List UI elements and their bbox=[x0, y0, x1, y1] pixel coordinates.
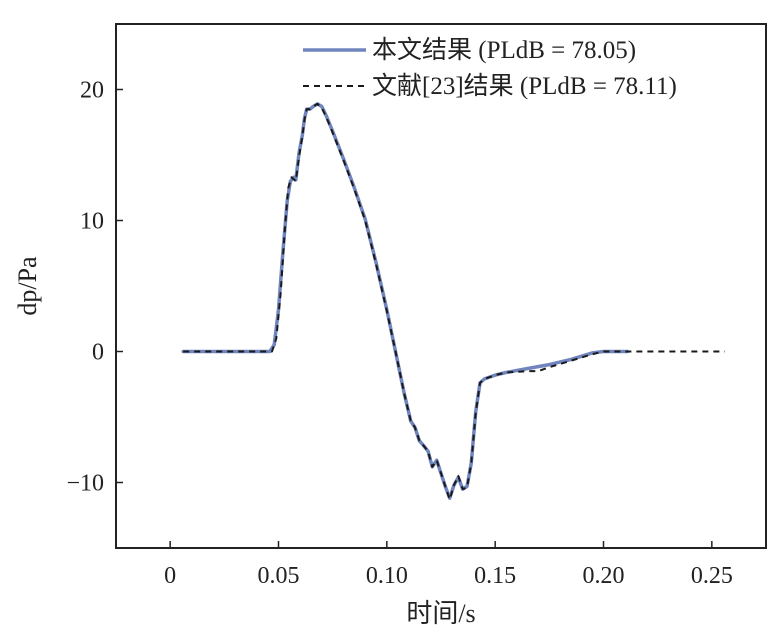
y-tick-label: 10 bbox=[80, 209, 104, 235]
x-tick-label: 0 bbox=[164, 563, 176, 589]
x-tick-label: 0.05 bbox=[258, 563, 300, 589]
x-axis-title: 时间/s bbox=[406, 599, 475, 628]
y-tick-label: 0 bbox=[92, 340, 104, 366]
y-axis-title: dp/Pa bbox=[13, 256, 42, 316]
series-line-2 bbox=[183, 102, 725, 501]
plot-lines bbox=[181, 102, 725, 501]
x-tick-label: 0.15 bbox=[474, 563, 516, 589]
legend-label-series-2: 文献[23]结果 (PLdB = 78.11) bbox=[372, 72, 677, 100]
y-tick-label: −10 bbox=[66, 471, 104, 497]
legend-label-series-1: 本文结果 (PLdB = 78.05) bbox=[372, 36, 636, 64]
legend: 本文结果 (PLdB = 78.05) 文献[23]结果 (PLdB = 78.… bbox=[303, 36, 677, 100]
x-tick-label: 0.25 bbox=[691, 563, 733, 589]
plot-frame bbox=[115, 23, 767, 549]
x-axis: 0 0.05 0.10 0.15 0.20 0.25 bbox=[164, 541, 733, 589]
y-tick-label: 20 bbox=[80, 78, 104, 104]
y-axis: −10 0 10 20 bbox=[66, 78, 123, 497]
series-line-1 bbox=[181, 102, 630, 500]
x-tick-label: 0.10 bbox=[366, 563, 408, 589]
x-tick-label: 0.20 bbox=[583, 563, 625, 589]
